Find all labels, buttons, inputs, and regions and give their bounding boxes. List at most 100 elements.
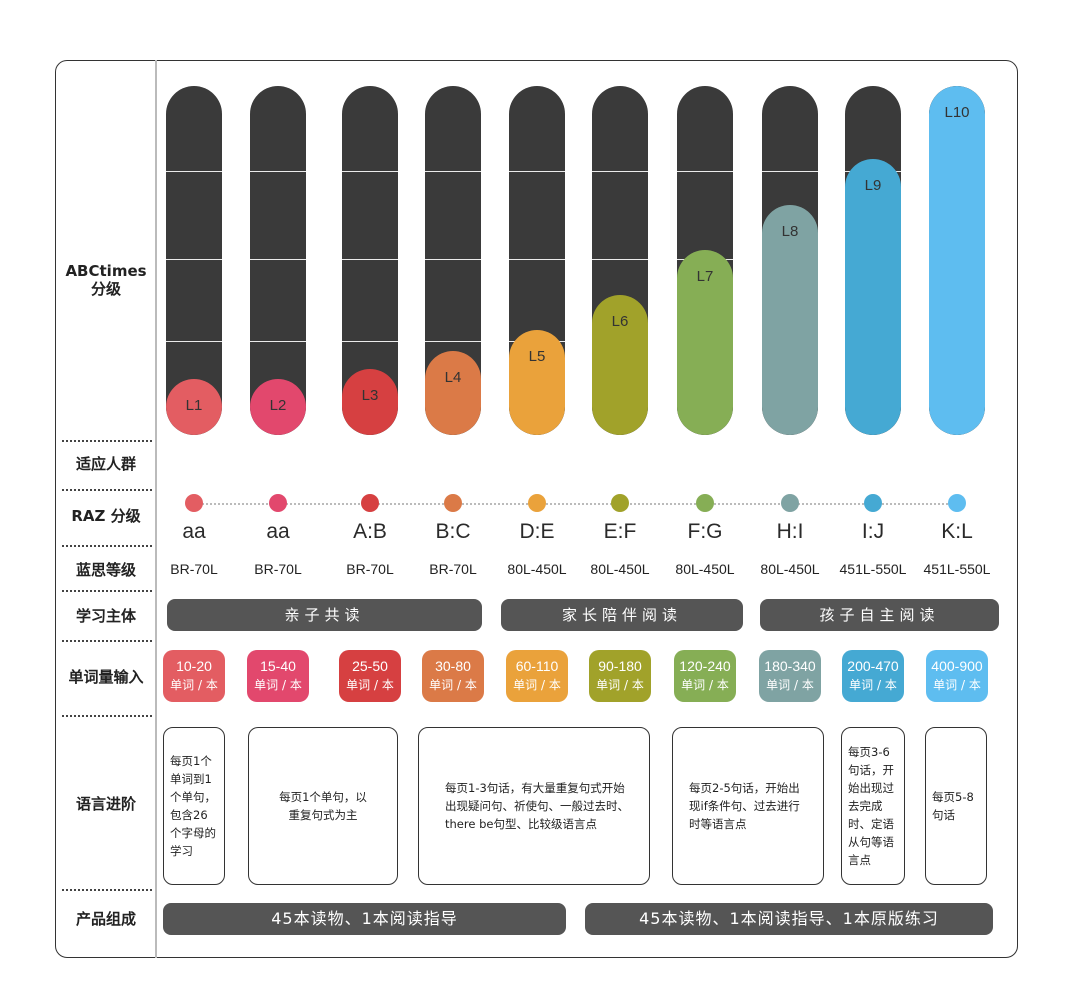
lexile-level-2: BR-70L: [254, 561, 302, 577]
raz-dot-10: [948, 494, 966, 512]
group-banner-yubei: 预备级: [451, 453, 539, 475]
subject-bar-independent: 孩子自主阅读: [760, 599, 999, 631]
level-label-4: L4: [444, 369, 462, 387]
group-banner-qimeng: 启蒙级: [247, 453, 335, 475]
divider-4: [62, 590, 152, 592]
language-box-4: 每页2-5句话，开始出现if条件句、过去进行时等语言点: [672, 727, 824, 885]
level-label-2: L2: [269, 397, 287, 414]
word-unit: 单词 / 本: [254, 678, 302, 692]
pill-gridline: [592, 171, 648, 172]
divider-2: [62, 489, 152, 491]
level-fill-2: [250, 379, 306, 435]
word-box-4: 30-80 单词 / 本: [422, 650, 484, 702]
word-range: 60-110: [515, 658, 559, 674]
pill-gridline: [342, 171, 398, 172]
level-pill-7: L7: [677, 86, 733, 435]
pill-gridline: [342, 341, 398, 342]
word-unit: 单词 / 本: [849, 678, 897, 692]
subject-bar-parent-child: 亲子共读: [167, 599, 482, 631]
language-box-1: 每页1个单词到1个单句，包含26个字母的学习: [163, 727, 225, 885]
pill-gridline: [425, 171, 481, 172]
level-label-10: L10: [944, 104, 970, 121]
raz-level-5: D:E: [519, 520, 555, 543]
word-range: 90-180: [598, 658, 642, 674]
product-bar-full: 45本读物、1本阅读指导、1本原版练习: [585, 903, 993, 935]
word-box-2: 15-40 单词 / 本: [247, 650, 309, 702]
language-text-2: 每页1个单句，以重复句式为主: [279, 790, 367, 822]
word-box-9: 200-470 单词 / 本: [842, 650, 904, 702]
word-range: 200-470: [847, 658, 899, 674]
language-text-5: 每页3-6句话，开始出现过去完成时、定语从句等语言点: [848, 745, 894, 867]
word-range: 10-20: [176, 658, 212, 674]
level-pill-2: L2: [250, 86, 306, 435]
raz-level-4: B:C: [435, 520, 471, 543]
level-label-8: L8: [781, 222, 799, 240]
lexile-level-8: 80L-450L: [760, 561, 820, 577]
language-text-3: 每页1-3句话，有大量重复句式开始出现疑问句、祈使句、一般过去时、there b…: [445, 781, 629, 831]
raz-dot-6: [611, 494, 629, 512]
word-range: 30-80: [435, 658, 471, 674]
language-text-1: 每页1个单词到1个单句，包含26个字母的学习: [170, 754, 216, 858]
level-fill-7: [677, 250, 733, 435]
row-label-raz: RAZ 分级: [71, 507, 141, 525]
raz-level-1: aa: [182, 520, 206, 543]
pill-gridline: [342, 259, 398, 260]
pill-gridline: [166, 259, 222, 260]
level-label-9: L9: [864, 177, 882, 195]
lexile-level-6: 80L-450L: [590, 561, 650, 577]
pill-gridline: [677, 171, 733, 172]
raz-level-6: E:F: [603, 520, 637, 543]
product-bar-basic: 45本读物、1本阅读指导: [163, 903, 566, 935]
word-range: 15-40: [260, 658, 296, 674]
divider-7: [62, 889, 152, 891]
row-label-language: 语言进阶: [75, 795, 136, 813]
row-label-abctimes: ABCtimes 分级: [58, 262, 154, 298]
pill-gridline: [425, 341, 481, 342]
level-pill-4: L4: [425, 86, 481, 435]
row-label-product: 产品组成: [75, 910, 136, 928]
pill-gridline: [250, 341, 306, 342]
level-fill-8: [762, 204, 818, 435]
word-range: 120-240: [679, 658, 731, 674]
level-label-1: L1: [185, 397, 203, 414]
language-text-6: 每页5-8句话: [932, 790, 974, 822]
level-pill-9: L9: [845, 86, 901, 435]
word-unit: 单词 / 本: [681, 678, 729, 692]
raz-level-2: aa: [266, 520, 290, 543]
pill-gridline: [166, 341, 222, 342]
pill-gridline: [166, 171, 222, 172]
level-pill-6: L6: [592, 86, 648, 435]
lexile-level-4: BR-70L: [429, 561, 477, 577]
raz-dot-8: [781, 494, 799, 512]
word-range: 180-340: [764, 658, 816, 674]
group-banner-feiyue: 飞跃级: [859, 453, 947, 475]
level-pill-3: L3: [342, 86, 398, 435]
raz-dot-4: [444, 494, 462, 512]
raz-dot-2: [269, 494, 287, 512]
row-label-abctimes-text: ABCtimes 分级: [65, 262, 147, 298]
lexile-level-7: 80L-450L: [675, 561, 735, 577]
divider-6: [62, 715, 152, 717]
pill-gridline: [509, 171, 565, 172]
level-fill-10: [929, 86, 985, 435]
word-box-3: 25-50 单词 / 本: [339, 650, 401, 702]
word-unit: 单词 / 本: [766, 678, 814, 692]
raz-level-7: F:G: [687, 520, 723, 543]
pill-gridline: [592, 259, 648, 260]
lexile-level-10: 451L-550L: [923, 561, 991, 577]
word-unit: 单词 / 本: [596, 678, 644, 692]
word-unit: 单词 / 本: [513, 678, 561, 692]
pill-gridline: [250, 171, 306, 172]
word-box-5: 60-110 单词 / 本: [506, 650, 568, 702]
divider-1: [62, 440, 152, 442]
level-pill-5: L5: [509, 86, 565, 435]
word-box-8: 180-340 单词 / 本: [759, 650, 821, 702]
lexile-level-1: BR-70L: [170, 561, 218, 577]
word-box-7: 120-240 单词 / 本: [674, 650, 736, 702]
lexile-level-9: 451L-550L: [839, 561, 907, 577]
word-box-6: 90-180 单词 / 本: [589, 650, 651, 702]
word-unit: 单词 / 本: [429, 678, 477, 692]
language-box-5: 每页3-6句话，开始出现过去完成时、定语从句等语言点: [841, 727, 905, 885]
raz-level-9: I:J: [861, 520, 885, 543]
raz-connector-line: [195, 503, 960, 505]
